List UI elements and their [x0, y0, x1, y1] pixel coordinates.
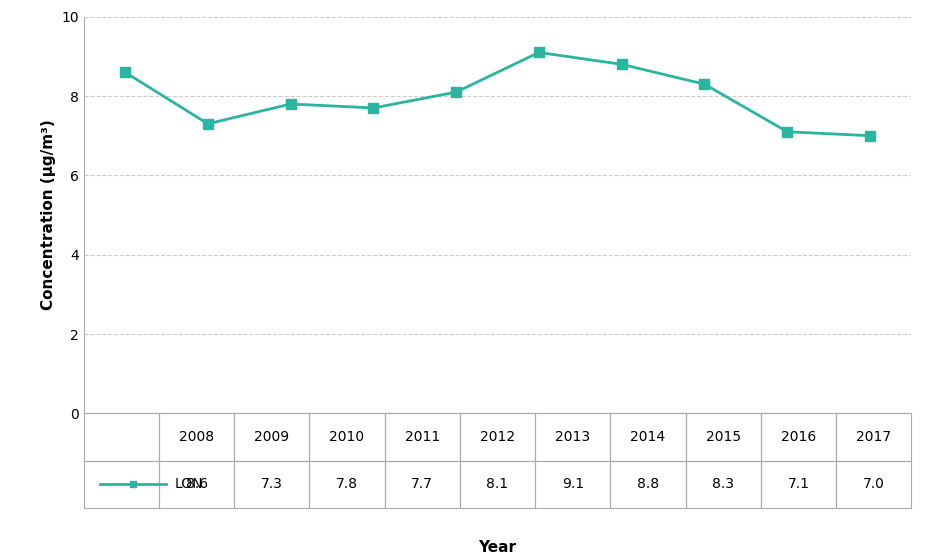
Bar [610, 413, 685, 460]
Text: 2017: 2017 [857, 430, 891, 444]
Bar [761, 413, 836, 460]
Bar [234, 413, 310, 460]
Text: 2011: 2011 [405, 430, 440, 444]
Text: 2010: 2010 [329, 430, 365, 444]
Bar [685, 413, 761, 460]
Bar [535, 413, 610, 460]
Bar [159, 413, 234, 460]
Bar [535, 460, 610, 508]
Bar [159, 460, 234, 508]
Y-axis label: Concentration (µg/m³): Concentration (µg/m³) [41, 119, 56, 310]
Bar [385, 413, 460, 460]
Bar [460, 460, 535, 508]
Text: 8.8: 8.8 [637, 477, 659, 491]
Text: 7.7: 7.7 [411, 477, 433, 491]
Bar [234, 460, 310, 508]
Text: 9.1: 9.1 [562, 477, 584, 491]
Text: 2008: 2008 [179, 430, 214, 444]
Text: LON: LON [175, 477, 204, 491]
Bar [685, 460, 761, 508]
Bar [84, 460, 159, 508]
Text: 7.0: 7.0 [863, 477, 884, 491]
Text: 2009: 2009 [254, 430, 289, 444]
Text: 7.3: 7.3 [261, 477, 283, 491]
Bar [836, 413, 911, 460]
Bar [310, 460, 385, 508]
Bar [84, 413, 159, 460]
Bar [610, 460, 685, 508]
Text: 2016: 2016 [781, 430, 817, 444]
Bar [836, 460, 911, 508]
Text: 7.1: 7.1 [788, 477, 809, 491]
Bar [460, 413, 535, 460]
Text: 2015: 2015 [706, 430, 741, 444]
Text: 2013: 2013 [555, 430, 591, 444]
Text: 2014: 2014 [631, 430, 666, 444]
Text: 8.3: 8.3 [712, 477, 735, 491]
Text: 2012: 2012 [480, 430, 515, 444]
Text: 8.6: 8.6 [185, 477, 207, 491]
Text: 7.8: 7.8 [336, 477, 358, 491]
Text: Year: Year [479, 540, 516, 555]
Bar [385, 460, 460, 508]
Bar [310, 413, 385, 460]
Bar [761, 460, 836, 508]
Text: 8.1: 8.1 [486, 477, 509, 491]
